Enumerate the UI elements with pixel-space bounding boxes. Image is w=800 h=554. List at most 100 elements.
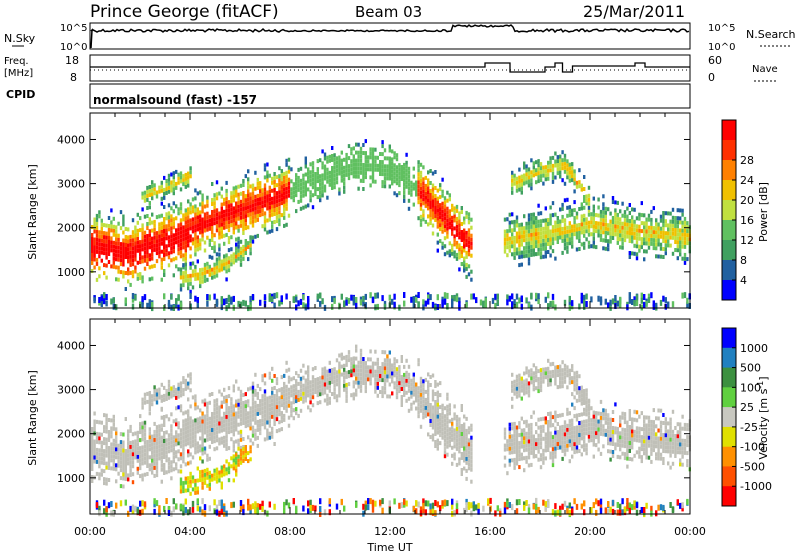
range-cell — [187, 453, 190, 458]
range-cell — [247, 451, 250, 456]
range-cell — [407, 408, 411, 413]
range-cell — [247, 419, 250, 424]
range-cell — [467, 252, 471, 257]
range-cell — [455, 422, 459, 427]
range-cell — [448, 217, 451, 222]
range-cell — [232, 416, 235, 421]
range-cell — [283, 211, 286, 216]
range-cell — [223, 197, 226, 202]
range-cell — [350, 357, 353, 362]
range-cell — [439, 441, 442, 446]
range-cell — [232, 412, 235, 417]
range-cell — [311, 181, 315, 186]
range-cell — [103, 469, 106, 474]
range-cell — [275, 417, 279, 422]
range-cell — [549, 241, 552, 246]
range-cell — [275, 211, 279, 216]
range-cell — [93, 447, 96, 452]
range-cell — [319, 198, 322, 203]
range-cell — [532, 228, 535, 233]
range-cell — [527, 245, 531, 250]
range-cell — [563, 230, 567, 235]
range-cell — [136, 248, 139, 253]
range-cell — [182, 435, 185, 440]
range-cell — [136, 434, 139, 439]
range-cell — [434, 420, 437, 424]
range-cell — [573, 177, 576, 182]
range-cell — [340, 178, 343, 183]
range-cell — [203, 450, 207, 455]
range-cell — [124, 417, 127, 421]
range-cell — [172, 217, 175, 222]
range-cell — [371, 297, 375, 304]
range-cell — [189, 166, 192, 171]
range-cell — [105, 461, 108, 466]
range-cell — [251, 389, 255, 394]
range-cell — [446, 444, 449, 449]
range-cell — [283, 405, 286, 410]
range-cell — [604, 246, 607, 251]
range-cell — [225, 398, 228, 403]
range-cell — [364, 167, 367, 172]
range-cell — [141, 247, 144, 252]
range-cell — [513, 177, 516, 182]
range-cell — [554, 224, 557, 229]
range-cell — [261, 200, 264, 205]
range-cell — [561, 158, 564, 163]
range-cell — [470, 237, 473, 242]
range-cell — [419, 170, 423, 175]
range-cell — [400, 165, 403, 169]
range-cell — [580, 214, 583, 219]
range-cell — [328, 372, 331, 377]
range-cell — [95, 277, 99, 282]
range-cell — [451, 247, 454, 252]
range-cell — [223, 221, 226, 226]
range-cell — [357, 364, 360, 369]
range-cell — [237, 240, 240, 245]
range-cell — [419, 190, 423, 195]
range-cell — [124, 453, 127, 457]
range-cell — [187, 381, 190, 386]
range-cell — [328, 368, 331, 373]
range-cell — [592, 220, 595, 225]
range-cell — [554, 236, 557, 241]
range-cell — [143, 444, 147, 449]
range-cell — [261, 422, 264, 427]
range-cell — [201, 217, 204, 222]
range-cell — [419, 214, 423, 219]
range-cell — [230, 437, 233, 442]
range-cell — [271, 196, 274, 201]
range-cell — [523, 214, 526, 219]
range-cell — [177, 211, 180, 216]
range-cell — [254, 372, 257, 377]
range-cell — [263, 294, 267, 301]
range-cell — [268, 209, 271, 214]
range-cell — [172, 209, 175, 214]
range-cell — [225, 208, 228, 213]
range-cell — [652, 230, 655, 235]
range-cell — [259, 213, 262, 218]
range-cell — [427, 500, 430, 507]
range-cell — [355, 302, 358, 309]
range-cell — [345, 164, 348, 169]
range-cell — [439, 215, 442, 220]
range-cell — [199, 242, 202, 247]
range-cell — [508, 220, 511, 225]
range-cell — [669, 227, 672, 232]
range-cell — [143, 234, 147, 239]
range-cell — [367, 357, 370, 362]
range-cell — [415, 386, 418, 391]
range-cell — [595, 245, 598, 250]
range-cell — [340, 498, 343, 505]
range-cell — [163, 195, 166, 200]
range-cell — [127, 433, 130, 438]
range-cell — [436, 501, 439, 508]
range-cell — [182, 257, 185, 262]
range-cell — [155, 215, 159, 220]
range-cell — [213, 205, 216, 210]
range-cell — [571, 212, 574, 217]
range-cell — [179, 389, 183, 394]
range-cell — [343, 301, 346, 308]
range-cell — [494, 510, 497, 517]
range-cell — [309, 170, 312, 175]
